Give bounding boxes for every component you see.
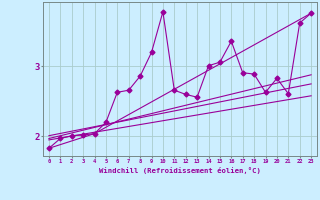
X-axis label: Windchill (Refroidissement éolien,°C): Windchill (Refroidissement éolien,°C) <box>99 167 261 174</box>
